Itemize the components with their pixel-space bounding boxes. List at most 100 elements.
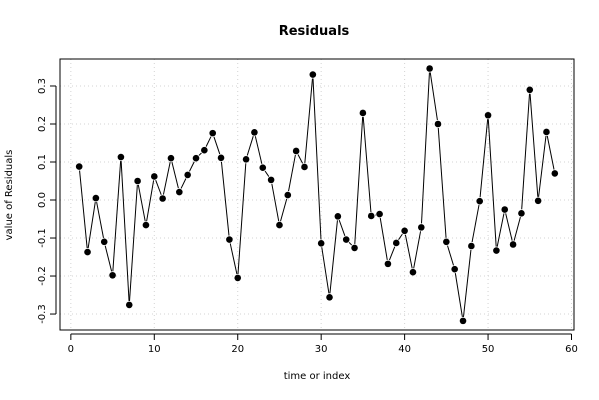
series-line-segment (246, 136, 254, 156)
series-line-segment (421, 72, 430, 224)
data-point (384, 260, 392, 268)
series-line-segment (505, 213, 513, 241)
data-point (468, 242, 475, 250)
series-line-segment (398, 233, 403, 240)
series-line-segment (205, 136, 212, 147)
data-point (543, 128, 550, 136)
data-point (484, 111, 492, 119)
series-line-segment (237, 163, 247, 274)
series-line-segment (538, 135, 547, 197)
data-point (551, 170, 559, 177)
x-tick-label: 30 (315, 344, 328, 355)
series-line-segment (146, 180, 155, 222)
data-point (534, 197, 542, 205)
data-point (75, 163, 83, 170)
plot-frame (59, 58, 575, 331)
series-line-segment (379, 217, 388, 261)
series-line-segment (280, 198, 288, 222)
series-line-segment (487, 119, 497, 247)
y-tick-label: -0.1 (37, 228, 48, 248)
series-line-segment (87, 201, 96, 249)
data-point (100, 238, 108, 246)
series-line-segment (429, 72, 438, 121)
series-line-segment (288, 154, 296, 192)
data-point (317, 240, 325, 247)
chart-title: Residuals (279, 24, 350, 39)
series-line-segment (304, 78, 313, 164)
series-line-segment (79, 170, 88, 249)
data-point (109, 271, 116, 279)
data-point (142, 221, 150, 229)
series-line-segment (479, 119, 489, 198)
data-point (176, 188, 183, 196)
data-point (509, 241, 517, 248)
data-point (342, 236, 350, 243)
series-line-segment (362, 116, 372, 213)
x-tick-label: 0 (68, 344, 74, 355)
residuals-series (75, 65, 559, 325)
series-line-segment (264, 170, 270, 177)
data-point (434, 120, 442, 128)
data-point (426, 65, 433, 72)
data-point (184, 171, 191, 179)
x-axis-label: time or index (284, 371, 351, 382)
data-point (276, 221, 283, 229)
data-point (234, 274, 242, 282)
data-point (267, 176, 275, 184)
series-line-segment (321, 247, 330, 294)
series-line-segment (454, 273, 463, 318)
y-tick-label: 0.2 (37, 116, 48, 132)
series-line-segment (312, 78, 322, 240)
data-point (192, 154, 200, 162)
data-point (159, 195, 166, 202)
series-line-segment (513, 217, 521, 241)
x-tick-label: 40 (398, 344, 411, 355)
x-tick-label: 20 (231, 344, 244, 355)
series-line-segment (437, 127, 447, 238)
data-point (292, 147, 300, 155)
data-point (117, 153, 125, 161)
series-line-segment (413, 231, 422, 269)
data-point (167, 154, 175, 162)
y-axis-label: value of Residuals (4, 150, 15, 241)
y-tick-label: 0.0 (37, 192, 48, 208)
series-line-segment (171, 161, 179, 189)
data-point (92, 194, 100, 202)
data-point (418, 224, 425, 231)
data-point (134, 177, 141, 185)
data-point (284, 191, 292, 199)
series-line-segment (137, 184, 146, 222)
data-point (518, 210, 525, 217)
data-point (376, 210, 383, 218)
y-axis: -0.3 -0.2 -0.1 0.0 0.1 0.2 0.3 (37, 78, 57, 324)
series-line-segment (388, 246, 396, 261)
data-point (259, 164, 267, 172)
data-point (209, 129, 216, 137)
data-point (84, 248, 91, 256)
series-line-segment (348, 242, 353, 246)
data-point (242, 156, 250, 163)
series-line-segment (354, 116, 364, 244)
data-point (401, 227, 408, 235)
data-point (334, 213, 342, 220)
data-point (451, 265, 458, 273)
x-tick-label: 60 (565, 344, 578, 355)
data-point (201, 146, 208, 154)
data-point (125, 301, 133, 309)
series-line-segment (462, 249, 472, 317)
series-line-segment (189, 161, 195, 172)
series-line-segment (162, 162, 171, 195)
series-line-segment (271, 183, 280, 222)
series-line-segment (297, 154, 304, 164)
series-line-segment (120, 161, 130, 301)
x-axis: 0 10 20 30 40 50 60 (68, 333, 578, 355)
data-point (351, 244, 358, 252)
data-point (443, 238, 450, 246)
data-point (301, 163, 308, 171)
data-point (493, 247, 500, 254)
data-point (309, 71, 317, 78)
data-point (251, 129, 258, 136)
data-point (526, 86, 534, 94)
data-point (501, 206, 509, 213)
